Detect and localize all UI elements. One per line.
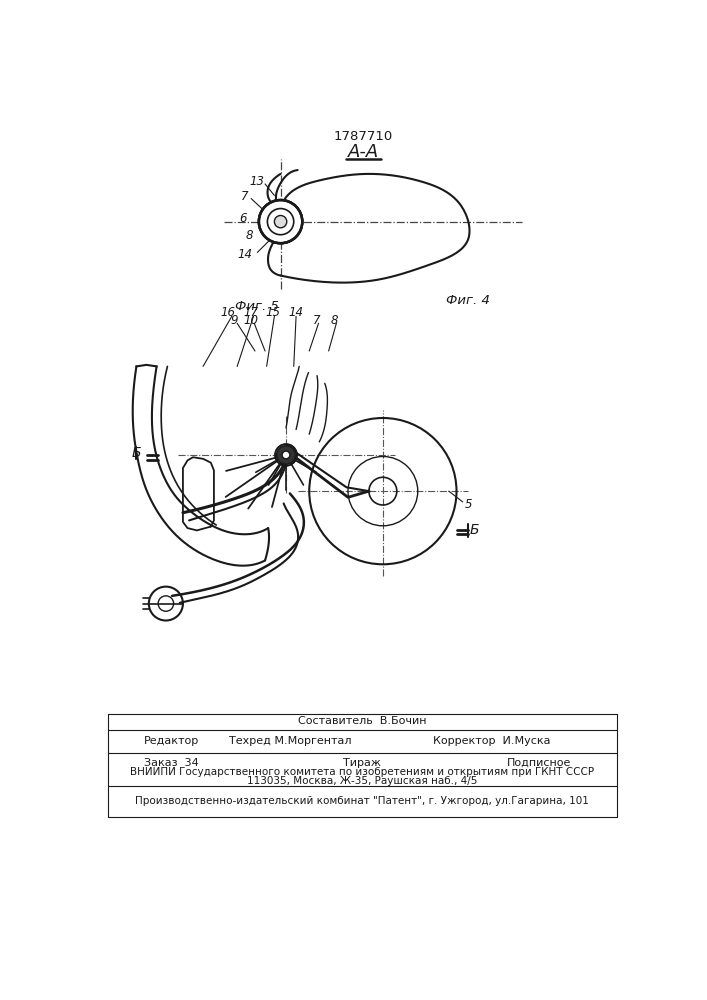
Text: Заказ  34: Заказ 34 (144, 758, 199, 768)
Text: 5: 5 (464, 498, 472, 512)
Text: 7: 7 (241, 190, 249, 204)
Text: А-А: А-А (348, 143, 379, 161)
Text: Производственно-издательский комбинат "Патент", г. Ужгород, ул.Гагарина, 101: Производственно-издательский комбинат "П… (135, 796, 589, 806)
Text: Б: Б (469, 523, 479, 537)
Text: 8: 8 (331, 314, 339, 327)
Circle shape (276, 446, 296, 464)
Text: Фиг. 5: Фиг. 5 (235, 300, 279, 313)
Text: 9: 9 (230, 314, 238, 327)
Text: 14: 14 (288, 306, 303, 319)
Text: Редактор: Редактор (144, 736, 199, 746)
Text: 113035, Москва, Ж-35, Раушская наб., 4/5: 113035, Москва, Ж-35, Раушская наб., 4/5 (247, 776, 477, 786)
Text: Б: Б (132, 446, 141, 460)
Circle shape (282, 451, 290, 459)
Text: Составитель  В.Бочин: Составитель В.Бочин (298, 716, 426, 726)
Text: Тираж: Тираж (343, 758, 381, 768)
Text: 10: 10 (244, 314, 259, 327)
Text: 14: 14 (238, 248, 252, 261)
Text: Фиг. 4: Фиг. 4 (446, 294, 490, 307)
Text: ВНИИПИ Государственного комитета по изобретениям и открытиям при ГКНТ СССР: ВНИИПИ Государственного комитета по изоб… (130, 767, 594, 777)
Circle shape (274, 215, 287, 228)
Text: Подписное: Подписное (507, 758, 572, 768)
Text: Корректор  И.Муска: Корректор И.Муска (433, 736, 550, 746)
Text: 1787710: 1787710 (334, 130, 393, 143)
Text: 13: 13 (250, 175, 265, 188)
Text: Техред М.Моргентал: Техред М.Моргентал (228, 736, 351, 746)
Text: 16: 16 (221, 306, 235, 319)
Text: 7: 7 (313, 314, 321, 327)
Circle shape (259, 200, 303, 243)
Text: 17: 17 (244, 306, 259, 319)
Text: 15: 15 (265, 306, 280, 319)
Circle shape (267, 209, 293, 235)
Text: 8: 8 (246, 229, 253, 242)
Text: 6: 6 (240, 212, 247, 225)
